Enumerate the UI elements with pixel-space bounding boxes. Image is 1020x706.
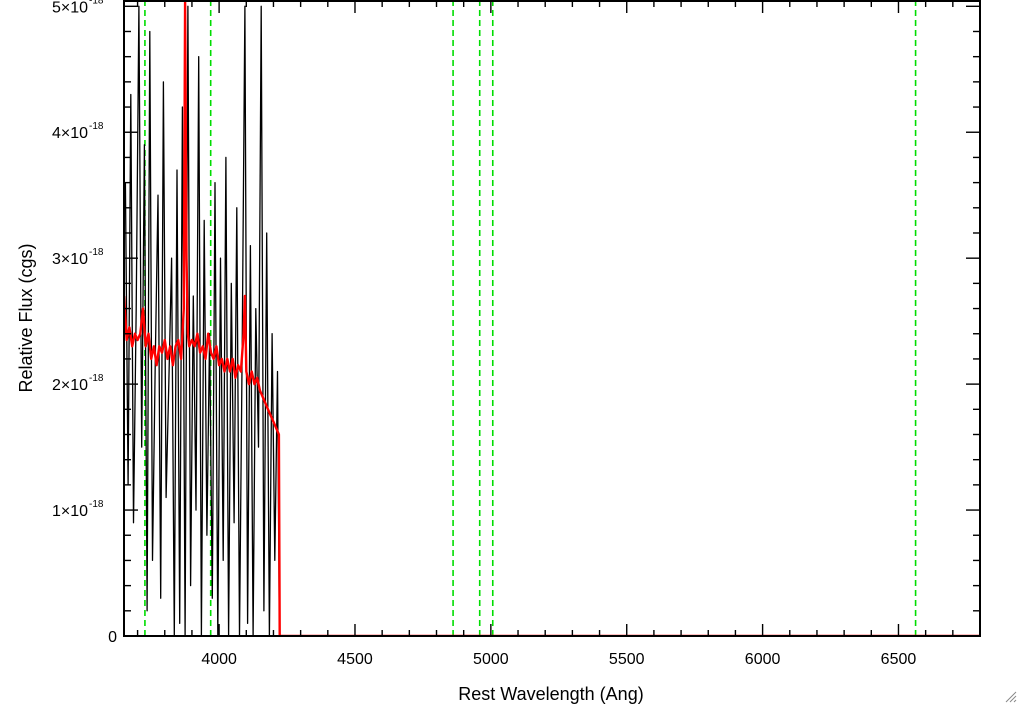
model-spectrum-line [124,0,980,636]
x-tick-label: 5500 [609,651,645,668]
plot-frame [123,0,981,637]
series-layer [124,0,980,636]
observed-spectrum-line [124,5,980,636]
y-tick-exponent: -18 [89,247,104,258]
y-tick-label: 1×10 [52,503,88,520]
y-tick-labels: 01×10 -182×10 -183×10 -184×10 -185×10 -18 [52,0,117,646]
y-tick-label: 0 [108,629,117,646]
y-tick-exponent: -18 [89,373,104,384]
x-tick-label: 6000 [745,651,781,668]
x-axis-label: Rest Wavelength (Ang) [458,684,643,704]
x-tick-label: 4500 [337,651,373,668]
y-tick-exponent: -18 [89,499,104,510]
y-tick-label: 5×10 [52,0,88,16]
emission-line-markers [144,0,917,636]
x-tick-labels: 4000 4500 5000 5500 6000 6500 [201,651,916,668]
y-tick-label: 4×10 [52,125,88,142]
resize-grip-icon[interactable] [1003,689,1017,703]
x-tick-label: 6500 [881,651,917,668]
x-tick-label: 4000 [201,651,237,668]
y-tick-exponent: -18 [89,0,104,6]
y-tick-exponent: -18 [89,121,104,132]
y-axis-label: Relative Flux (cgs) [16,243,36,392]
y-tick-label: 2×10 [52,377,88,394]
y-tick-label: 3×10 [52,251,88,268]
x-tick-label: 5000 [473,651,509,668]
